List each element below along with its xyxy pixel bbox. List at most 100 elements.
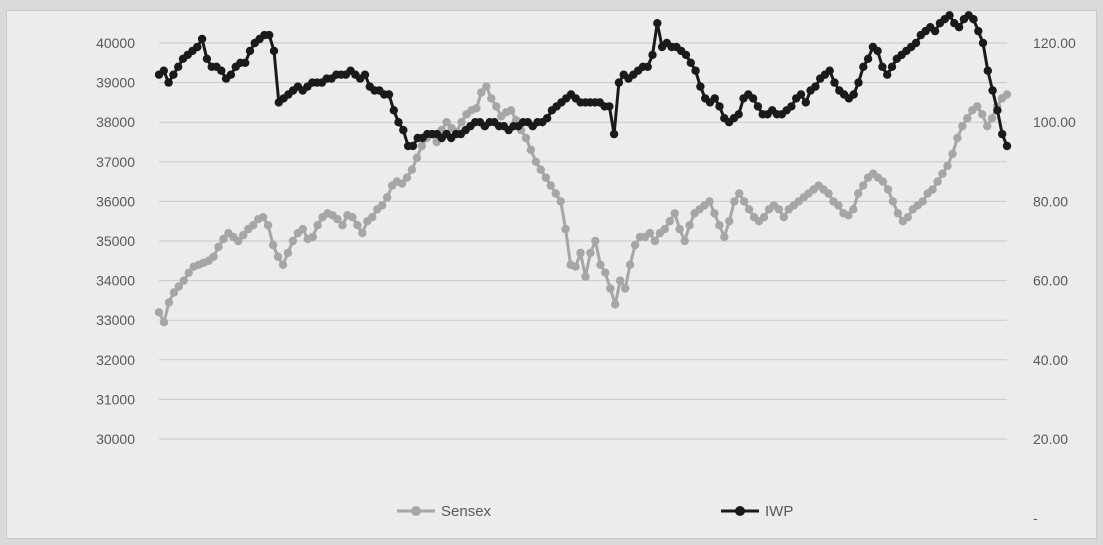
iwp-point <box>241 58 250 67</box>
iwp-point <box>691 66 700 75</box>
iwp-point <box>169 70 178 79</box>
sensex-point <box>288 236 298 246</box>
sensex-point <box>715 221 724 230</box>
iwp-point <box>217 66 226 75</box>
sensex-point <box>417 141 426 151</box>
sensex-point <box>705 197 714 206</box>
sensex-point <box>591 236 600 246</box>
iwp-point <box>883 70 892 79</box>
sensex-point <box>710 209 719 218</box>
sensex-point <box>740 197 749 206</box>
iwp-point <box>605 102 614 111</box>
iwp-point <box>854 78 863 87</box>
iwp-point <box>394 118 403 127</box>
sensex-point <box>616 276 625 285</box>
iwp-point <box>988 86 997 95</box>
sensex-point <box>482 82 491 91</box>
series-iwp <box>154 11 1012 151</box>
iwp-point <box>653 19 662 28</box>
sensex-point <box>169 288 179 297</box>
sensex-point <box>184 268 193 277</box>
sensex-point <box>943 161 952 170</box>
iwp-point <box>245 46 255 56</box>
iwp-point <box>164 78 173 87</box>
iwp-point <box>993 106 1002 115</box>
sensex-point <box>973 102 982 111</box>
sensex-point <box>571 262 580 271</box>
sensex-point <box>234 236 243 246</box>
right-tick-label: 20.00 <box>1033 431 1068 447</box>
right-tick-label: - <box>1033 510 1038 526</box>
left-tick-label: 34000 <box>96 273 135 289</box>
sensex-point <box>938 169 947 178</box>
left-tick-label: 38000 <box>96 114 135 130</box>
iwp-point <box>681 50 691 60</box>
sensex-point <box>621 284 630 293</box>
sensex-point <box>154 308 164 317</box>
sensex-point <box>928 185 937 194</box>
iwp-point <box>887 62 897 71</box>
iwp-point <box>710 94 719 103</box>
sensex-point <box>313 221 322 230</box>
sensex-point <box>521 133 531 143</box>
iwp-point <box>202 54 212 63</box>
left-tick-label: 37000 <box>96 154 135 170</box>
sensex-point <box>680 236 689 246</box>
sensex-point <box>834 201 843 210</box>
sensex-point <box>412 153 422 162</box>
sensex-point <box>457 118 466 127</box>
iwp-point <box>734 110 743 119</box>
sensex-point <box>903 213 912 222</box>
sensex-point <box>665 217 674 226</box>
sensex-point <box>883 185 893 194</box>
sensex-point <box>368 213 377 222</box>
sensex-point <box>472 104 481 113</box>
iwp-point <box>787 102 796 111</box>
sensex-point <box>214 242 223 252</box>
sensex-point <box>506 106 516 115</box>
sensex-point <box>179 276 188 285</box>
sensex-point <box>596 260 605 269</box>
sensex-point <box>978 110 987 119</box>
iwp-point <box>830 78 839 87</box>
legend-iwp-marker <box>735 506 745 516</box>
sensex-point <box>893 209 903 218</box>
iwp-point <box>360 70 370 79</box>
sensex-point <box>531 157 541 166</box>
sensex-point <box>983 122 992 131</box>
sensex-point <box>541 173 550 182</box>
legend: Sensex IWP <box>397 503 793 520</box>
right-tick-label: 120.00 <box>1033 35 1076 51</box>
sensex-point <box>675 224 684 234</box>
iwp-line <box>158 13 1009 148</box>
sensex-point <box>382 193 392 202</box>
sensex-point <box>268 240 278 250</box>
iwp-point <box>811 82 820 91</box>
sensex-point <box>650 236 660 246</box>
chart-svg: 40000 39000 38000 37000 36000 35000 34000 33000… <box>96 11 1076 526</box>
iwp-point <box>614 78 624 87</box>
left-tick-label: 36000 <box>96 193 135 209</box>
iwp-point <box>849 90 858 99</box>
sensex-point <box>239 230 248 240</box>
sensex-point <box>859 181 868 190</box>
left-tick-label: 31000 <box>96 391 135 407</box>
sensex-point <box>492 102 501 111</box>
iwp-point <box>226 70 236 79</box>
iwp-point <box>878 62 887 71</box>
sensex-point <box>308 232 317 242</box>
left-tick-label: 30000 <box>96 431 135 447</box>
iwp-point <box>686 58 695 67</box>
sensex-point <box>378 201 387 210</box>
left-tick-label: 35000 <box>96 233 135 249</box>
iwp-point <box>796 90 806 99</box>
iwp-point <box>384 90 394 99</box>
sensex-point <box>720 232 729 242</box>
iwp-point <box>801 98 810 107</box>
iwp-point <box>715 102 724 111</box>
chart-area: 40000 39000 38000 37000 36000 35000 34000 33000… <box>6 10 1097 539</box>
right-tick-label: 40.00 <box>1033 352 1068 368</box>
iwp-point <box>399 125 408 135</box>
iwp-point <box>159 66 168 75</box>
sensex-point <box>298 224 307 234</box>
